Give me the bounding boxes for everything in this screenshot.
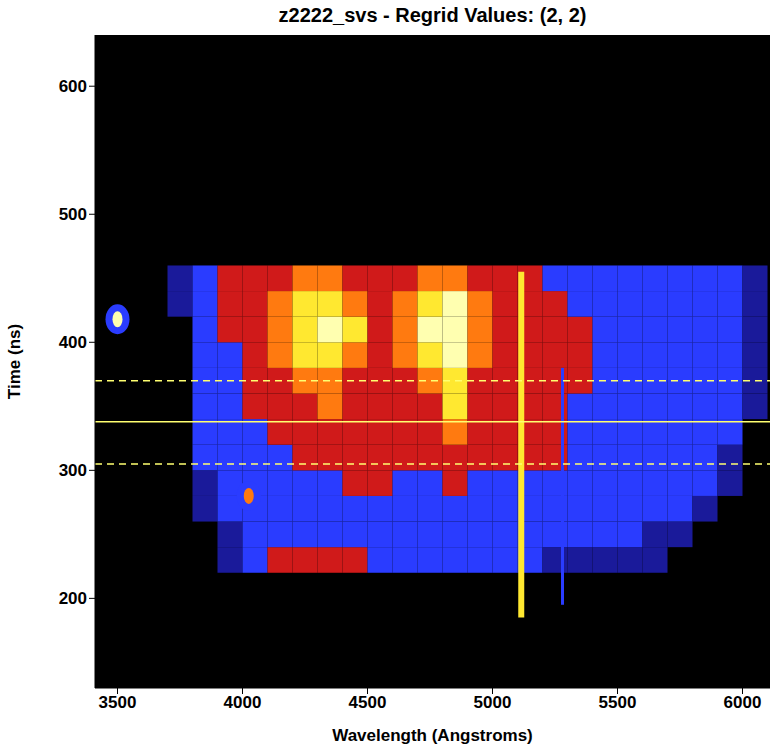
svg-text:5000: 5000 — [474, 693, 512, 712]
svg-text:3500: 3500 — [99, 693, 137, 712]
svg-text:Time (ns): Time (ns) — [5, 324, 24, 399]
svg-text:4000: 4000 — [224, 693, 262, 712]
svg-text:5500: 5500 — [599, 693, 637, 712]
html-text:z2222_svs - Regrid Values: (2,: z2222_svs - Regrid Values: (2, 2) — [278, 4, 587, 26]
svg-text:300: 300 — [59, 461, 87, 480]
svg-text:500: 500 — [59, 205, 87, 224]
svg-text:400: 400 — [59, 333, 87, 352]
svg-text:Wavelength (Angstroms): Wavelength (Angstroms) — [332, 726, 533, 745]
svg-text:6000: 6000 — [724, 693, 762, 712]
svg-text:4500: 4500 — [349, 693, 387, 712]
svg-text:600: 600 — [59, 77, 87, 96]
svg-text:200: 200 — [59, 589, 87, 608]
